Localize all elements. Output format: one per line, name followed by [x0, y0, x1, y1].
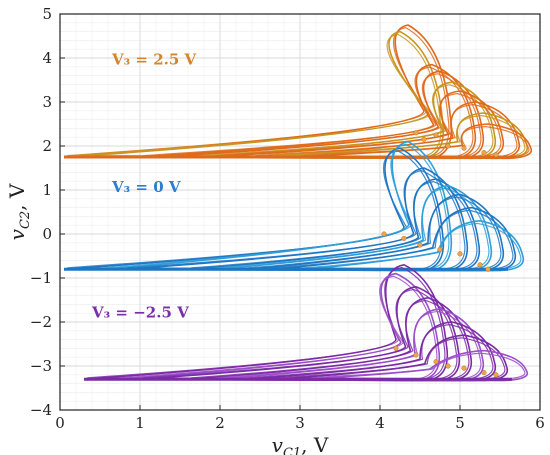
series-0-point: [481, 150, 487, 156]
series-2-loop-trace: [215, 310, 482, 380]
y-tick-label: −2: [30, 313, 52, 331]
grid: [59, 13, 541, 411]
series-2-point: [413, 352, 419, 358]
series-0-point: [445, 143, 451, 149]
annotation-0: V₃ = 2.5 V: [111, 51, 197, 69]
series-1-point: [437, 246, 443, 252]
series-1-point: [457, 251, 463, 257]
series-1-loop-trace: [191, 181, 478, 270]
x-tick-label: 2: [215, 414, 225, 432]
series-0: [63, 24, 533, 160]
series-1-point: [401, 235, 407, 241]
series-0-loop-trace: [255, 104, 518, 158]
series-2-point: [433, 359, 439, 365]
x-tick-label: 4: [375, 414, 385, 432]
series-1-loop-trace: [67, 150, 442, 270]
series-1: [63, 140, 525, 272]
x-tick-label: 0: [55, 414, 65, 432]
series-1-loop-trace: [303, 222, 522, 270]
y-tick-label: −4: [30, 401, 52, 419]
series-2-loop-trace: [191, 299, 470, 380]
y-tick-label: 1: [42, 181, 52, 199]
series-0-point: [421, 136, 427, 142]
series-0-loop-trace: [71, 33, 442, 158]
y-tick-label: 2: [42, 137, 52, 155]
series-0-loop-trace: [271, 115, 526, 158]
series-0-point: [433, 132, 439, 138]
series-0-point: [413, 130, 419, 136]
series-1-loop-trace: [127, 170, 466, 270]
y-tick-label: −3: [30, 357, 52, 375]
series-1-loop-trace: [215, 187, 490, 270]
x-tick-label: 1: [135, 414, 145, 432]
series-2-loop-trace: [311, 352, 526, 380]
series-0-loop-trace: [143, 66, 474, 158]
series-2-point: [461, 365, 467, 371]
annotation-1: V₃ = 0 V: [111, 178, 181, 196]
series-2: [83, 264, 529, 382]
x-tick-label: 6: [535, 414, 545, 432]
y-tick-label: 0: [42, 225, 52, 243]
y-tick-label: 4: [42, 49, 52, 67]
series-2-loop-trace: [87, 266, 446, 380]
y-tick-label: −1: [30, 269, 52, 287]
series-2-loop-trace: [119, 275, 438, 380]
y-tick-label: 3: [42, 93, 52, 111]
series-0-point: [493, 152, 499, 158]
x-tick-label: 3: [295, 414, 305, 432]
annotation-2: V₃ = −2.5 V: [91, 304, 189, 322]
series-0-point: [461, 145, 467, 151]
series-1-loop-trace: [271, 209, 514, 270]
series-0-loop-trace: [199, 84, 494, 158]
series-2-loop-trace: [143, 288, 458, 380]
series-1-point: [477, 262, 483, 268]
series-2-loop-trace: [247, 324, 494, 380]
series-2-point: [493, 372, 499, 378]
series-1-point: [417, 242, 423, 248]
x-tick-label: 5: [455, 414, 465, 432]
series-1-point: [381, 231, 387, 237]
series-2-point: [445, 363, 451, 369]
series-0-loop-trace: [167, 73, 482, 158]
series-2-point: [481, 370, 487, 376]
y-axis-label: vC2, V: [5, 183, 33, 240]
series-0-loop-trace: [303, 126, 530, 158]
series-1-loop-trace: [247, 196, 502, 270]
x-axis-label: vC1, V: [272, 433, 329, 455]
series-2-point: [393, 345, 399, 351]
y-tick-label: 5: [42, 5, 52, 23]
series-0-loop-trace: [67, 27, 450, 158]
series-1-point: [485, 266, 491, 272]
series-2-loop-trace: [279, 337, 506, 380]
series-0-loop-trace: [215, 93, 502, 158]
